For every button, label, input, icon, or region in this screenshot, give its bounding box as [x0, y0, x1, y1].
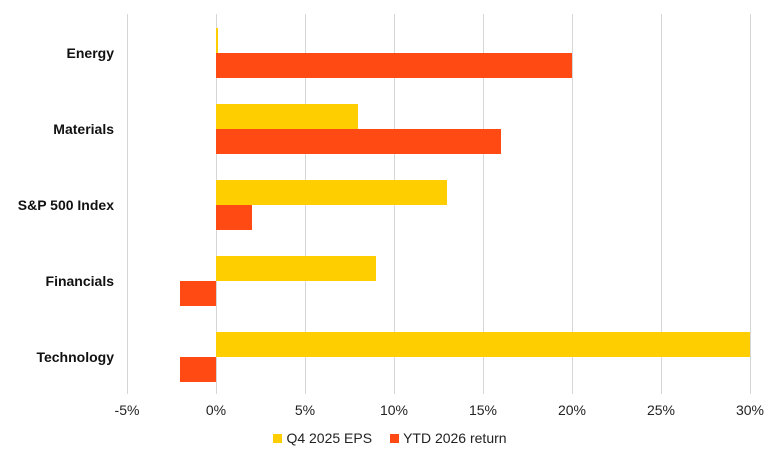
gridline — [661, 14, 662, 394]
gridline — [750, 14, 751, 394]
x-tick-label: 20% — [557, 402, 587, 418]
x-tick-label: 30% — [735, 402, 765, 418]
x-tick-label: 10% — [379, 402, 409, 418]
gridline — [127, 14, 128, 394]
category-label: S&P 500 Index — [17, 197, 114, 213]
bar-eps — [216, 256, 377, 281]
bar-eps — [216, 180, 448, 205]
category-label: Materials — [53, 121, 114, 137]
bar-eps — [216, 28, 218, 53]
x-tick-label: 25% — [646, 402, 676, 418]
category-label: Energy — [66, 45, 114, 61]
gridline — [572, 14, 573, 394]
x-tick-label: 5% — [294, 402, 316, 418]
legend: Q4 2025 EPS YTD 2026 return — [0, 430, 780, 446]
legend-label-return: YTD 2026 return — [403, 430, 507, 446]
bar-return — [180, 281, 216, 306]
bar-eps — [216, 332, 750, 357]
legend-swatch-return — [390, 433, 400, 443]
x-tick-label: 0% — [205, 402, 227, 418]
legend-swatch-eps — [273, 433, 283, 443]
bar-return — [180, 357, 216, 382]
legend-item-return: YTD 2026 return — [390, 430, 507, 446]
x-tick-label: -5% — [114, 402, 140, 418]
gridline — [483, 14, 484, 394]
legend-item-eps: Q4 2025 EPS — [273, 430, 372, 446]
bar-return — [216, 53, 572, 78]
legend-label-eps: Q4 2025 EPS — [286, 430, 373, 446]
bar-return — [216, 129, 501, 154]
category-label: Technology — [36, 349, 114, 365]
bar-eps — [216, 104, 359, 129]
bar-return — [216, 205, 252, 230]
category-label: Financials — [45, 273, 114, 289]
x-tick-label: 15% — [468, 402, 498, 418]
